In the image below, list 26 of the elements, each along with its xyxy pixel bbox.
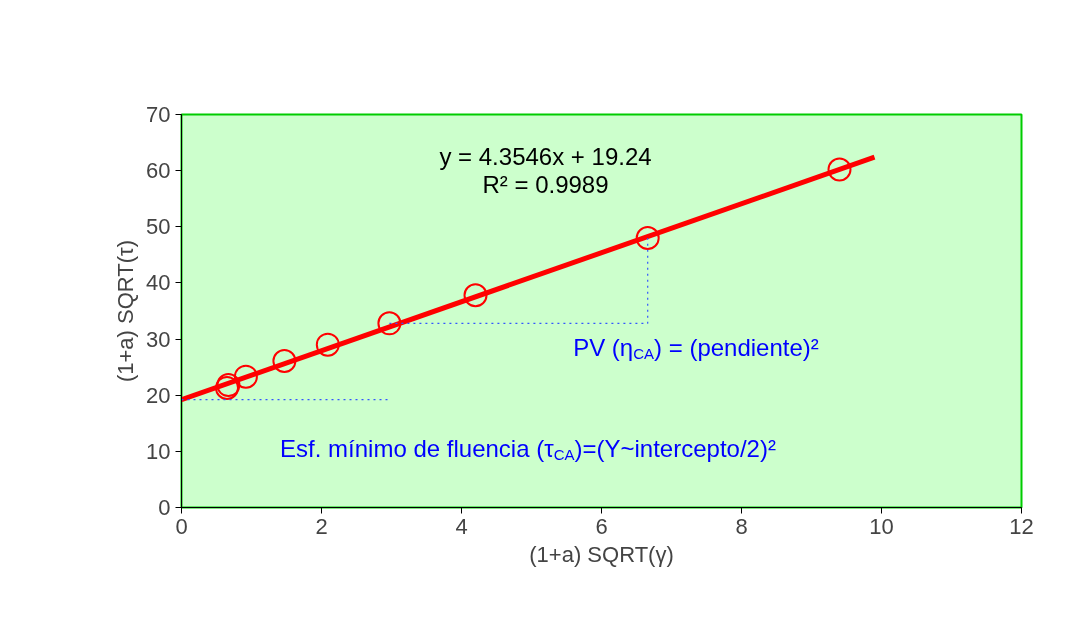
point	[463, 283, 488, 308]
x-tick-label: 0	[175, 513, 188, 539]
y-tick-label: 50	[146, 214, 171, 240]
y-tick-label: 40	[146, 270, 171, 296]
point	[827, 157, 852, 182]
y-tick-label: 60	[146, 158, 171, 184]
annotation: y = 4.3546x + 19.24	[439, 143, 652, 171]
point	[315, 332, 340, 357]
annotation: R² = 0.9989	[482, 171, 609, 199]
y-tick-label: 20	[146, 382, 171, 408]
point	[233, 364, 258, 389]
x-tick-label: 8	[735, 513, 748, 539]
x-tick-label: 2	[315, 513, 328, 539]
x-tick-label: 4	[455, 513, 468, 539]
point	[272, 348, 297, 373]
x-tick-label: 6	[595, 513, 608, 539]
x-axis-title: (1+a) SQRT(γ)	[529, 541, 674, 567]
y-tick-label: 0	[158, 495, 171, 520]
x-tick-label: 12	[1009, 513, 1034, 539]
y-tick-label: 30	[146, 326, 171, 352]
x-tick-label: 10	[869, 513, 894, 539]
y-tick-label: 10	[146, 438, 171, 464]
point	[377, 311, 402, 336]
y-axis-title: (1+a) SQRT(τ)	[113, 239, 139, 383]
point	[635, 226, 660, 250]
y-tick-label: 70	[146, 102, 171, 127]
